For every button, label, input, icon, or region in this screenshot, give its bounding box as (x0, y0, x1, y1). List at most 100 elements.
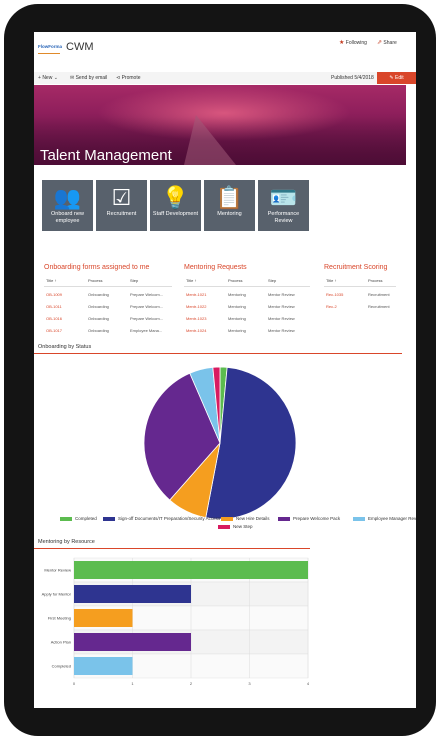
plus-icon: + (38, 75, 41, 81)
legend-swatch (60, 516, 72, 521)
legend-label: Prepare Welcome Pack (293, 516, 341, 521)
legend-item[interactable]: Sign-off Documents/IT Preparation/Securi… (103, 516, 220, 521)
legend-item[interactable]: Prepare Welcome Pack (278, 516, 340, 521)
table-row-title[interactable]: Mentr-1021 (186, 292, 207, 297)
pie-slice[interactable] (143, 372, 221, 501)
edit-label: Edit (394, 75, 404, 81)
legend-label: Sign-off Documents/IT Preparation/Securi… (118, 516, 221, 521)
site-header: FlowForma CWM ★ Following ⇗ Share (34, 32, 416, 68)
send-email-button[interactable]: ✉ Send by email (70, 75, 107, 81)
hero-title: Talent Management (40, 147, 172, 164)
promote-button[interactable]: ⊲ Promote (116, 75, 141, 81)
table-row-title[interactable]: Rec-2 (326, 304, 337, 309)
legend-item[interactable]: Employee Manager Review (353, 516, 416, 521)
mentoring-bar-chart: 0 1 2 3 4 Mentor Review Apply for Mentor First … (42, 557, 310, 686)
x-tick-label: 1 (131, 681, 134, 686)
site-logo[interactable]: FlowForma (38, 42, 62, 54)
tile-mentoring[interactable]: 📋 Mentoring (204, 180, 255, 231)
column-header-step[interactable]: Step (130, 278, 139, 283)
column-header-title[interactable]: Title ↑ (326, 278, 337, 283)
tile-label: Performance Review (267, 211, 300, 224)
table-row-step: Prepare Welcom... (130, 316, 164, 321)
legend-item[interactable]: Completed (60, 516, 97, 521)
bar[interactable] (74, 657, 133, 675)
table-row-step: Mentor Review (268, 292, 295, 297)
table-row-title[interactable]: Mentr-1022 (186, 304, 207, 309)
tile-label: Recruitment (106, 211, 137, 217)
tile-recruitment[interactable]: ☑ Recruitment (96, 180, 147, 231)
legend-item[interactable]: New Step (218, 524, 253, 529)
column-header-process[interactable]: Process (88, 278, 103, 283)
new-button[interactable]: + New ⌄ (38, 75, 58, 81)
share-button[interactable]: ⇗ Share (377, 39, 397, 46)
site-title[interactable]: CWM (66, 41, 94, 53)
legend-swatch (221, 516, 233, 521)
onboarding-title[interactable]: Onboarding forms assigned to me (44, 264, 150, 271)
edit-button[interactable]: ✎ Edit (377, 72, 416, 84)
divider (44, 286, 172, 287)
column-header-process[interactable]: Process (228, 278, 243, 283)
legend-item[interactable]: New Hire Details (221, 516, 270, 521)
column-header-step[interactable]: Step (268, 278, 277, 283)
table-row-step: Mentor Review (268, 316, 295, 321)
legend-swatch (103, 516, 115, 521)
pie-slice[interactable] (212, 366, 221, 444)
table-row-title[interactable]: OB-1011 (46, 304, 62, 309)
column-header-process[interactable]: Process (368, 278, 383, 283)
pie-slice[interactable] (205, 366, 297, 520)
legend-swatch (218, 524, 230, 529)
y-tick-label: First Meeting (48, 616, 71, 621)
table-row-title[interactable]: OB-1017 (46, 328, 63, 333)
table-row-title[interactable]: Mentr-1024 (186, 328, 207, 333)
table-row-title[interactable]: OB-1009 (46, 292, 63, 297)
y-tick-label: Apply for Mentor (42, 592, 72, 597)
screen: FlowForma CWM ★ Following ⇗ Share + New … (34, 32, 416, 708)
tile-staff-development[interactable]: 💡 Staff Development (150, 180, 201, 231)
tile-performance-review[interactable]: 🪪 Performance Review (258, 180, 309, 231)
table-row-step: Employee Mana... (130, 328, 163, 333)
bar[interactable] (74, 585, 191, 603)
table-row-process: Onboarding (88, 292, 109, 297)
y-tick-label: Completed (52, 664, 71, 669)
hero-banner: Talent Management (34, 85, 406, 165)
tile-label: Mentoring (217, 211, 242, 217)
promote-label: Promote (121, 75, 141, 81)
column-header-title[interactable]: Title ↑ (186, 278, 197, 283)
legend-swatch (278, 516, 290, 521)
command-bar: + New ⌄ ✉ Send by email ⊲ Promote Publis… (34, 72, 416, 84)
tile-onboard-new-employee[interactable]: 👥 Onboard new employee (42, 180, 93, 231)
handshake-icon: 👥 (53, 185, 82, 210)
x-tick-label: 2 (190, 681, 193, 686)
legend-swatch (353, 516, 365, 521)
id-card-icon: 🪪 (269, 185, 298, 210)
divider (34, 548, 310, 549)
divider (324, 286, 396, 287)
column-header-title[interactable]: Title ↑ (46, 278, 57, 283)
table-row-title[interactable]: Rec-1035 (326, 292, 344, 297)
megaphone-icon: ⊲ (116, 75, 121, 81)
bar[interactable] (74, 633, 191, 651)
bar[interactable] (74, 609, 133, 627)
send-email-label: Send by email (75, 75, 108, 81)
table-row-title[interactable]: OB-1016 (46, 316, 63, 321)
mentoring-title[interactable]: Mentoring Requests (184, 264, 247, 271)
following-button[interactable]: ★ Following (339, 39, 367, 46)
share-label: Share (383, 40, 397, 46)
table-row-step: Prepare Welcom... (130, 292, 164, 297)
table-row-process: Recruitment (368, 292, 390, 297)
table-row-process: Onboarding (88, 316, 109, 321)
mail-icon: ✉ (70, 75, 75, 81)
clipboard-icon: 📋 (215, 185, 244, 210)
tile-label: Onboard new employee (50, 211, 85, 224)
recruitment-title[interactable]: Recruitment Scoring (324, 264, 388, 271)
following-label: Following (345, 40, 367, 46)
table-row-step: Prepare Welcom... (130, 304, 164, 309)
table-row-process: Mentoring (228, 292, 246, 297)
table-row-process: Recruitment (368, 304, 390, 309)
table-row-title[interactable]: Mentr-1023 (186, 316, 207, 321)
bar[interactable] (74, 561, 308, 579)
divider (34, 353, 402, 354)
onboarding-chart-title: Onboarding by Status (38, 344, 92, 350)
pencil-icon: ✎ (389, 75, 394, 81)
x-tick-label: 4 (307, 681, 310, 686)
